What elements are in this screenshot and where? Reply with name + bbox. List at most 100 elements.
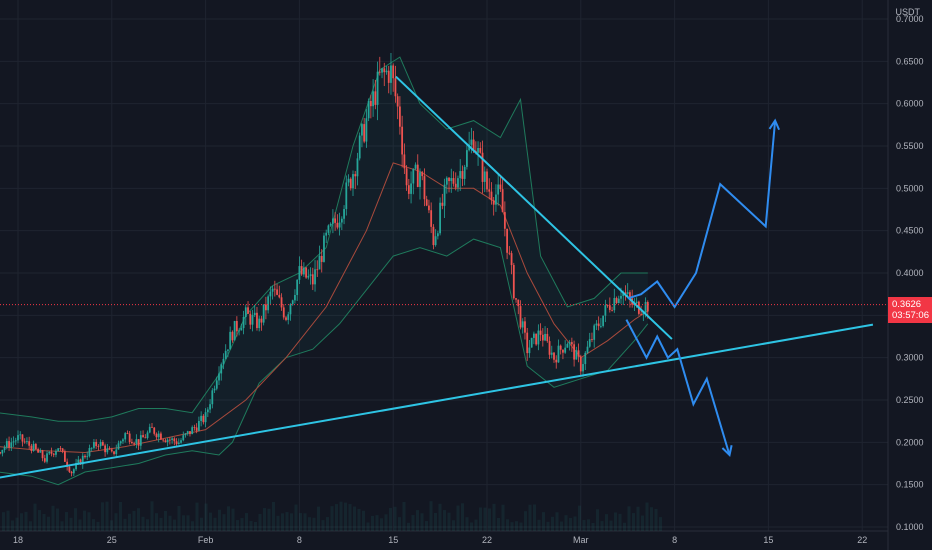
candle-body (490, 191, 493, 201)
candle-body (133, 443, 136, 445)
y-tick-label: 0.2500 (896, 395, 924, 405)
x-tick-label: 25 (107, 535, 117, 545)
candle-body (137, 439, 140, 446)
candle-body (611, 309, 613, 311)
candle-body (432, 226, 435, 246)
volume-bar (96, 521, 100, 531)
x-tick-label: 22 (857, 535, 867, 545)
candle-body (421, 172, 424, 177)
candle (425, 195, 428, 207)
candle (316, 260, 319, 277)
candle (298, 256, 301, 284)
candle (553, 352, 555, 363)
candle-body (629, 292, 631, 299)
volume-bar (425, 521, 428, 531)
candle (483, 166, 486, 193)
y-tick-label: 0.2000 (896, 437, 924, 447)
candle (23, 438, 26, 444)
candle-body (367, 100, 370, 119)
candle-body (247, 307, 249, 314)
candle (142, 430, 144, 438)
candle-body (499, 184, 502, 190)
candle (99, 439, 102, 449)
volume-bar (141, 516, 145, 531)
bearish-arrow-head-icon (721, 445, 733, 458)
volume-bar (429, 501, 433, 531)
candle (213, 385, 216, 393)
candle (206, 407, 209, 418)
volume-bars (2, 501, 662, 531)
candle (361, 122, 363, 148)
candle (381, 67, 383, 79)
bullish-arrow-head-icon (768, 118, 781, 131)
candle-body (173, 438, 176, 442)
candle-body (164, 440, 167, 443)
candle (148, 423, 151, 434)
candle (3, 445, 6, 453)
x-tick-label: 18 (13, 535, 23, 545)
volume-bar (398, 517, 401, 531)
candle (548, 336, 551, 359)
candle (515, 298, 517, 303)
candle (195, 423, 198, 434)
candle-body (588, 339, 591, 347)
candle-body (506, 228, 508, 253)
candle-body (55, 451, 57, 455)
candle-body (204, 412, 207, 423)
candle-body (166, 439, 169, 443)
candle-body (32, 443, 35, 452)
volume-bar (267, 508, 271, 531)
volume-bar (501, 504, 505, 531)
resistance-trendline[interactable] (395, 75, 673, 340)
candle (26, 437, 28, 445)
current-price-badge: 0.3626 03:57:06 (888, 296, 932, 323)
volume-bar (87, 512, 91, 531)
candle (81, 453, 84, 469)
candle-body (508, 252, 511, 254)
candle-body (305, 267, 307, 278)
candle (579, 354, 582, 376)
candle (146, 430, 149, 440)
candle (611, 306, 613, 312)
candle-body (235, 321, 238, 332)
candle-body (369, 100, 372, 107)
bullish-projection-path[interactable] (627, 120, 777, 309)
volume-bar (38, 510, 41, 531)
y-tick-label: 0.5500 (896, 141, 924, 151)
candle-body (403, 154, 406, 169)
volume-bar (236, 520, 239, 531)
candle (17, 430, 19, 444)
candle (318, 245, 321, 270)
volume-bar (303, 513, 307, 531)
candle (253, 305, 256, 318)
candle (466, 143, 468, 170)
candle-body (512, 265, 515, 299)
candle (233, 320, 236, 341)
candle (95, 439, 98, 449)
candle-body (372, 91, 374, 107)
candle-body (70, 471, 73, 474)
candle (155, 432, 158, 440)
candle (122, 438, 124, 445)
candle (575, 346, 578, 360)
volume-bar (209, 512, 212, 531)
volume-bar (218, 509, 221, 531)
candle-body (441, 202, 444, 206)
bearish-projection-path[interactable] (625, 319, 731, 456)
candle-body (97, 446, 100, 447)
candle-body (407, 185, 410, 194)
candle (517, 299, 520, 315)
candle-body (189, 431, 191, 435)
candle-body (316, 269, 319, 271)
candle-body (81, 455, 84, 465)
candle (524, 316, 526, 340)
volume-bar (492, 503, 496, 531)
volume-bar (375, 515, 379, 531)
candle-body (213, 388, 216, 391)
candle-body (119, 441, 122, 444)
candle-body (593, 325, 596, 340)
candle (503, 201, 506, 237)
support-trendline[interactable] (0, 323, 874, 479)
